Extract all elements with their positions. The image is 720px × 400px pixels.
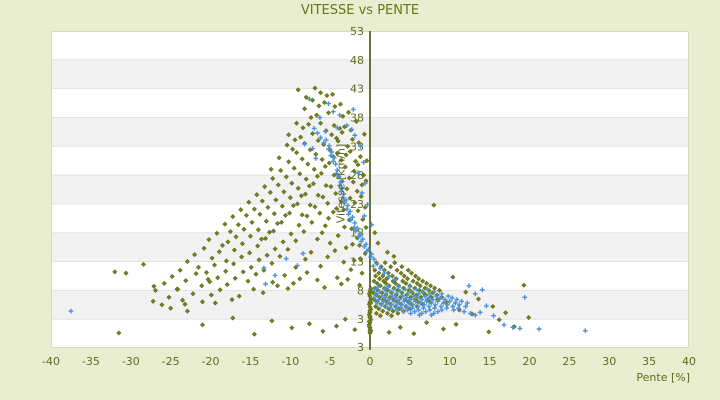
x-tick-label: 15 — [483, 355, 497, 368]
x-tick-label: -40 — [42, 355, 60, 368]
y-tick-label: 48 — [350, 54, 364, 67]
x-tick-label: -10 — [281, 355, 299, 368]
x-tick-label: 20 — [523, 355, 537, 368]
y-tick-label: 43 — [350, 83, 364, 96]
x-tick-label: 10 — [443, 355, 457, 368]
x-axis-title: Pente [%] — [636, 371, 690, 384]
y-tick-label: 53 — [350, 25, 364, 38]
y-tick-label: 3 — [357, 313, 364, 326]
x-tick-label: -15 — [241, 355, 259, 368]
x-tick-label: 35 — [642, 355, 656, 368]
x-tick-label: -25 — [162, 355, 180, 368]
y-tick-label: 23 — [350, 198, 364, 211]
y-tick-label: 13 — [350, 256, 364, 269]
x-tick-label: -30 — [122, 355, 140, 368]
y-axis-edge-label: 3 — [357, 341, 364, 354]
x-tick-label: -5 — [325, 355, 336, 368]
series-2-points — [68, 96, 588, 334]
x-tick-label: 30 — [602, 355, 616, 368]
x-tick-label: -35 — [82, 355, 100, 368]
chart-title: VITESSE vs PENTE — [300, 3, 420, 18]
x-tick-label: 25 — [562, 355, 576, 368]
x-tick-label: 40 — [682, 355, 696, 368]
y-tick-label: 8 — [357, 284, 364, 297]
x-tick-label: 0 — [367, 355, 374, 368]
x-tick-label: -20 — [202, 355, 220, 368]
y-tick-label: 38 — [350, 112, 364, 125]
y-axis-title: Vitesse [km/h] — [334, 143, 348, 224]
x-tick-label: 5 — [406, 355, 413, 368]
x-axis-tick-labels: -40 -35 -30 -25 -20 -15 -10 -5 0 5 10 15 20 25 30 35 40 — [42, 355, 696, 368]
